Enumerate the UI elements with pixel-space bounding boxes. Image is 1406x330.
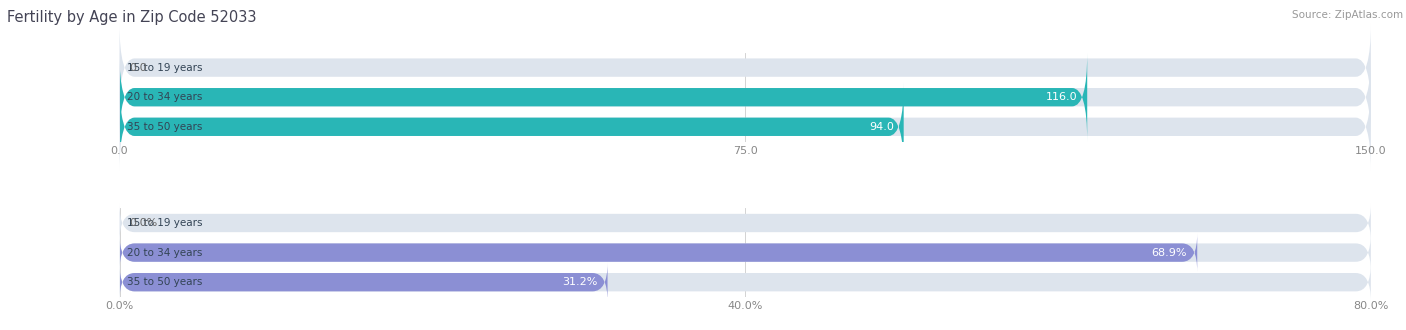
FancyBboxPatch shape <box>120 263 607 301</box>
FancyBboxPatch shape <box>120 83 1371 171</box>
Text: Source: ZipAtlas.com: Source: ZipAtlas.com <box>1292 10 1403 20</box>
FancyBboxPatch shape <box>120 263 1371 301</box>
FancyBboxPatch shape <box>120 53 1087 141</box>
FancyBboxPatch shape <box>120 233 1371 272</box>
FancyBboxPatch shape <box>120 233 1198 272</box>
FancyBboxPatch shape <box>120 204 1371 242</box>
Text: 94.0: 94.0 <box>869 122 894 132</box>
Text: 31.2%: 31.2% <box>562 277 598 287</box>
Text: 35 to 50 years: 35 to 50 years <box>127 277 202 287</box>
Text: 15 to 19 years: 15 to 19 years <box>127 63 202 73</box>
Text: 20 to 34 years: 20 to 34 years <box>127 92 202 102</box>
FancyBboxPatch shape <box>120 23 1371 112</box>
Text: 116.0: 116.0 <box>1046 92 1077 102</box>
Text: 0.0%: 0.0% <box>129 218 157 228</box>
Text: 68.9%: 68.9% <box>1152 248 1187 258</box>
FancyBboxPatch shape <box>120 53 1371 141</box>
Text: 15 to 19 years: 15 to 19 years <box>127 218 202 228</box>
Text: 0.0: 0.0 <box>129 63 148 73</box>
Text: 35 to 50 years: 35 to 50 years <box>127 122 202 132</box>
Text: 20 to 34 years: 20 to 34 years <box>127 248 202 258</box>
Text: Fertility by Age in Zip Code 52033: Fertility by Age in Zip Code 52033 <box>7 10 256 25</box>
FancyBboxPatch shape <box>120 83 904 171</box>
